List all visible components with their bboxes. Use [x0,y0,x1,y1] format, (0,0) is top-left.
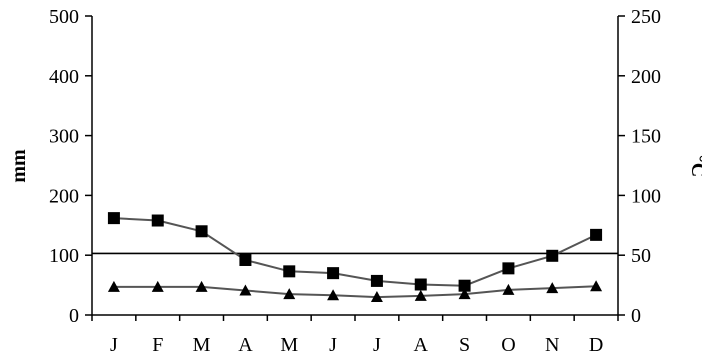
precipitation-point [151,214,164,227]
temperature-point [414,289,427,301]
y-axis-label: mm [8,149,30,183]
y-tick-label: 200 [49,185,79,207]
x-tick-label: J [329,334,337,356]
temperature-point [458,288,471,300]
precipitation-point [414,278,427,291]
temperature-point [546,282,559,294]
x-tick-label: F [152,334,163,356]
precipitation-point [195,225,208,238]
y-ticks: 0 100 200 300 400 500 [49,6,92,327]
precipitation-line [113,217,597,287]
precipitation-point [283,265,296,278]
y2-tick-label: 100 [631,185,661,207]
precipitation-point [107,212,120,225]
temperature-point [502,283,515,295]
x-tick-label: J [373,334,381,356]
x-tick-label: M [193,334,211,356]
temperature-point [327,289,340,301]
x-tick-label: D [589,334,603,356]
x-tick-label: S [459,334,470,356]
precipitation-point [370,274,383,287]
y2-tick-label: 250 [631,6,661,28]
temperature-point [107,280,120,292]
y-tick-label: 0 [69,305,79,327]
precipitation-point [458,279,471,292]
precipitation-point [239,253,252,266]
precipitation-point [546,249,559,262]
precipitation-point [327,267,340,280]
x-tick-label: N [545,334,559,356]
x-tick-label: A [414,334,429,356]
temperature-point [239,284,252,296]
temperature-point [590,280,603,292]
y2-tick-label: 200 [631,66,661,88]
temperature-point [370,291,383,303]
precipitation-point [502,262,515,275]
y-tick-label: 500 [49,6,79,28]
y-tick-label: 300 [49,126,79,148]
x-tick-label: J [110,334,118,356]
temperature-point [283,288,296,300]
temperature-point [151,280,164,292]
x-tick-label: A [238,334,253,356]
series-layer [92,212,618,303]
y-tick-label: 400 [49,66,79,88]
temperature-line [113,285,597,299]
temperature-point [195,280,208,292]
y2-tick-label: 50 [631,245,651,267]
axes [91,16,619,316]
precipitation-point [590,228,603,241]
x-tick-label: O [501,334,515,356]
y2-axis-label: °C [687,155,702,177]
y2-ticks: 0 50 100 150 200 250 [618,6,661,327]
y2-tick-label: 150 [631,126,661,148]
x-tick-label: M [280,334,298,356]
y-tick-label: 100 [49,245,79,267]
y2-tick-label: 0 [631,305,641,327]
